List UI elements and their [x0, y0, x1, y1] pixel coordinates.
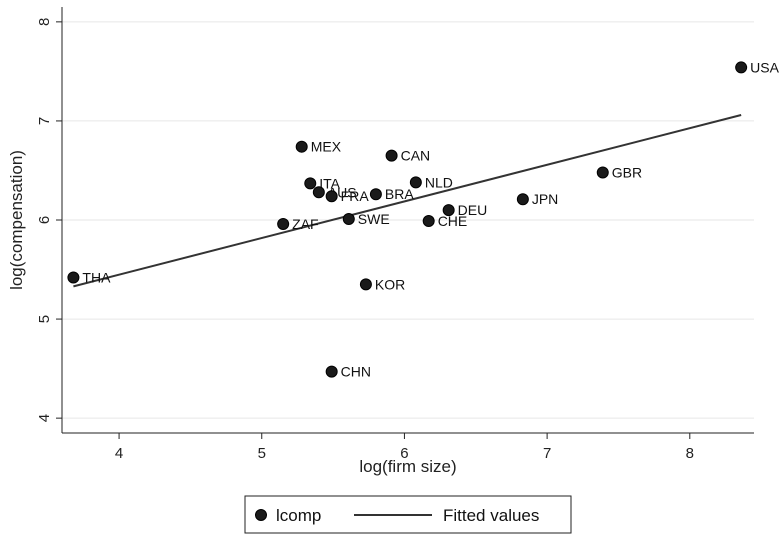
x-tick-label-7: 7	[543, 445, 551, 462]
point-label-mex: MEX	[311, 139, 342, 155]
point-label-swe: SWE	[358, 211, 390, 227]
point-mex	[295, 140, 308, 153]
point-tha	[67, 271, 80, 284]
lcomp-series: THAZAFMEXITAAUSFRACHNSWEKORBRACANNLDCHED…	[67, 59, 779, 380]
point-label-jpn: JPN	[532, 191, 558, 207]
x-tick-label-6: 6	[400, 445, 408, 462]
point-swe	[342, 213, 355, 226]
y-tick-label-6: 6	[36, 216, 53, 224]
y-tick-label-7: 7	[36, 117, 53, 125]
point-label-bra: BRA	[385, 186, 414, 202]
legend-label-lcomp: lcomp	[276, 506, 321, 525]
point-fra	[325, 190, 338, 203]
x-tick-label-4: 4	[115, 445, 123, 462]
y-tick-label-5: 5	[36, 315, 53, 323]
point-label-fra: FRA	[341, 188, 370, 204]
gridlines	[62, 21, 754, 419]
point-label-nld: NLD	[425, 174, 453, 190]
point-label-che: CHE	[438, 213, 468, 229]
point-ita	[304, 177, 317, 190]
x-tick-label-8: 8	[686, 445, 694, 462]
legend-label-fitted: Fitted values	[443, 506, 539, 525]
point-chn	[325, 365, 338, 378]
point-kor	[359, 278, 372, 291]
point-jpn	[516, 193, 529, 206]
point-label-usa: USA	[750, 59, 779, 75]
point-deu	[442, 204, 455, 217]
y-axis-ticks: 4 5 6 7 8	[36, 18, 62, 422]
y-tick-label-8: 8	[36, 18, 53, 26]
fitted-values-series	[73, 114, 742, 288]
point-label-gbr: GBR	[612, 164, 642, 180]
point-label-tha: THA	[82, 269, 111, 285]
point-label-can: CAN	[401, 148, 431, 164]
point-aus	[312, 186, 325, 199]
y-tick-label-4: 4	[36, 414, 53, 422]
point-label-ita: ITA	[319, 175, 340, 191]
x-axis-ticks: 4 5 6 7 8	[115, 433, 694, 462]
point-label-zaf: ZAF	[292, 216, 318, 232]
point-label-kor: KOR	[375, 276, 405, 292]
fitted-line	[73, 114, 742, 288]
point-label-deu: DEU	[458, 202, 488, 218]
point-zaf	[277, 217, 290, 230]
x-tick-label-5: 5	[258, 445, 266, 462]
legend-marker-lcomp	[255, 509, 267, 521]
legend: lcomp Fitted values	[244, 495, 572, 534]
point-can	[385, 149, 398, 162]
x-axis-title: log(firm size)	[359, 457, 456, 476]
point-bra	[369, 188, 382, 201]
point-label-chn: CHN	[341, 364, 371, 380]
point-usa	[735, 61, 748, 74]
point-gbr	[596, 166, 609, 179]
y-axis-title: log(compensation)	[7, 150, 26, 290]
point-che	[422, 214, 435, 227]
point-nld	[409, 176, 422, 189]
